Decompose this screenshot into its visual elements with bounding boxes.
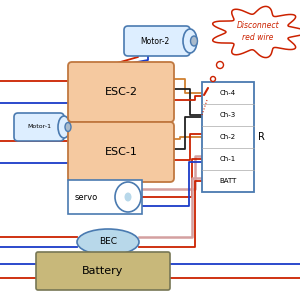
- Text: R: R: [258, 132, 265, 142]
- FancyBboxPatch shape: [14, 113, 64, 141]
- Text: Ch-2: Ch-2: [220, 134, 236, 140]
- Ellipse shape: [77, 229, 139, 255]
- Text: BATT: BATT: [219, 178, 237, 184]
- Ellipse shape: [115, 182, 141, 212]
- FancyBboxPatch shape: [68, 62, 174, 122]
- Text: Ch-3: Ch-3: [220, 112, 236, 118]
- Text: BEC: BEC: [99, 238, 117, 247]
- Text: Disconnect: Disconnect: [237, 22, 279, 31]
- Ellipse shape: [65, 122, 71, 131]
- Text: red wire: red wire: [242, 34, 274, 43]
- Text: Motor-1: Motor-1: [27, 124, 51, 130]
- Ellipse shape: [124, 193, 131, 202]
- Text: Ch-4: Ch-4: [220, 90, 236, 96]
- Ellipse shape: [190, 36, 197, 46]
- Text: Ch-1: Ch-1: [220, 156, 236, 162]
- FancyBboxPatch shape: [68, 122, 174, 182]
- Text: Battery: Battery: [82, 266, 124, 276]
- Ellipse shape: [183, 29, 197, 53]
- Ellipse shape: [58, 116, 70, 138]
- Text: ESC-2: ESC-2: [104, 87, 137, 97]
- FancyBboxPatch shape: [68, 180, 142, 214]
- FancyBboxPatch shape: [36, 252, 170, 290]
- FancyBboxPatch shape: [202, 82, 254, 192]
- FancyBboxPatch shape: [124, 26, 190, 56]
- Text: Motor-2: Motor-2: [140, 37, 169, 46]
- Text: ESC-1: ESC-1: [105, 147, 137, 157]
- Text: servo: servo: [74, 193, 98, 202]
